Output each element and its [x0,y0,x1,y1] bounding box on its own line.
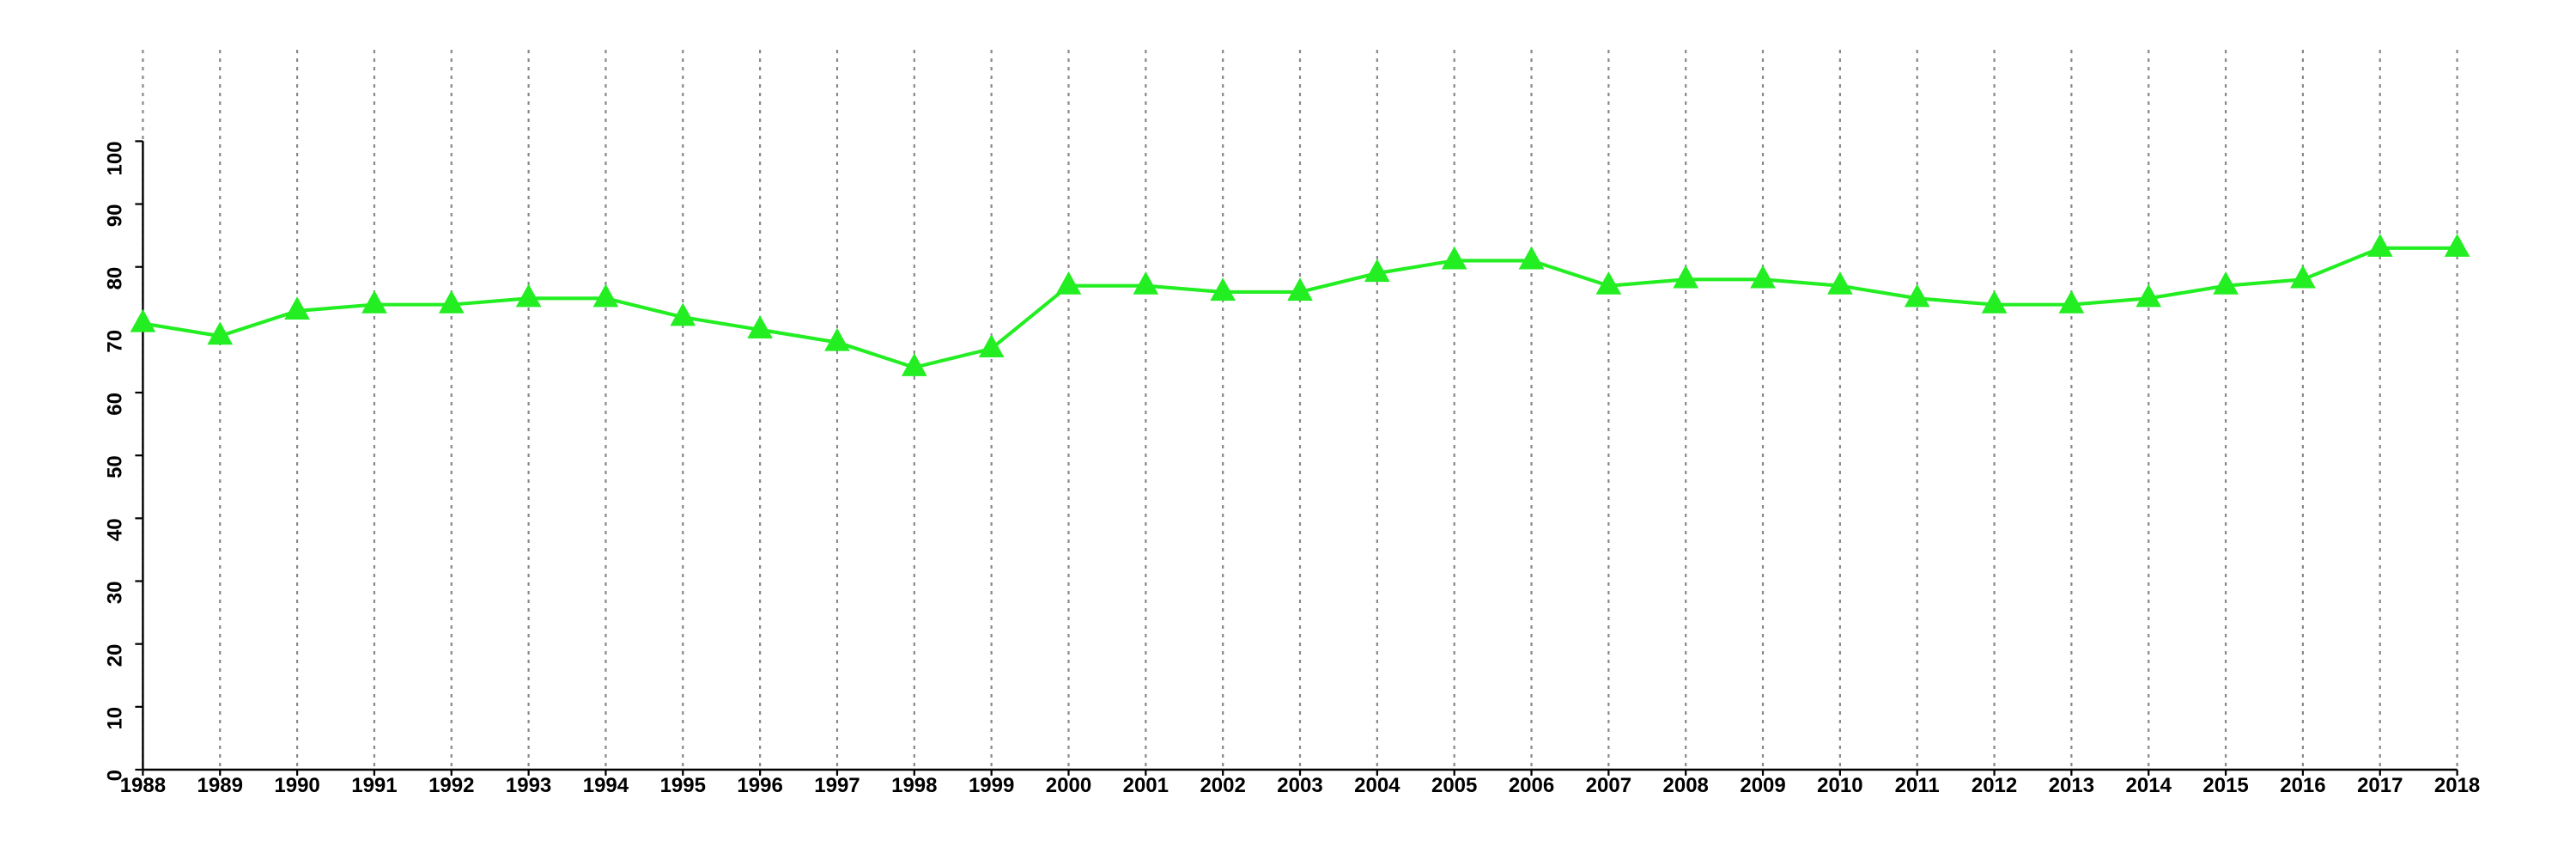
svg-text:2005: 2005 [1431,774,1477,797]
svg-text:2002: 2002 [1200,774,1245,797]
svg-text:2001: 2001 [1123,774,1169,797]
svg-text:1997: 1997 [814,774,860,797]
svg-text:2010: 2010 [1817,774,1862,797]
svg-text:2003: 2003 [1277,774,1322,797]
svg-text:1990: 1990 [274,774,319,797]
svg-text:1989: 1989 [197,774,243,797]
svg-text:1998: 1998 [891,774,937,797]
svg-text:2011: 2011 [1895,774,1940,797]
svg-text:50: 50 [103,455,126,478]
svg-text:2015: 2015 [2202,774,2248,797]
svg-text:2013: 2013 [2049,774,2094,797]
svg-text:1995: 1995 [660,774,706,797]
svg-text:1988: 1988 [120,774,166,797]
svg-text:80: 80 [103,267,126,290]
svg-text:60: 60 [103,393,126,416]
svg-text:30: 30 [103,582,126,605]
svg-text:2014: 2014 [2126,774,2172,797]
svg-text:1994: 1994 [583,774,629,797]
svg-text:1999: 1999 [969,774,1014,797]
svg-text:70: 70 [103,330,126,353]
svg-text:1992: 1992 [428,774,474,797]
svg-text:2004: 2004 [1354,774,1400,797]
svg-text:20: 20 [103,644,126,667]
svg-text:2006: 2006 [1509,774,1554,797]
svg-text:10: 10 [103,707,126,730]
svg-text:2016: 2016 [2280,774,2325,797]
svg-text:100: 100 [103,141,126,175]
svg-text:2008: 2008 [1663,774,1709,797]
svg-text:1996: 1996 [737,774,782,797]
svg-text:2012: 2012 [1971,774,2017,797]
svg-text:2007: 2007 [1586,774,1631,797]
svg-text:2017: 2017 [2357,774,2403,797]
svg-text:2018: 2018 [2434,774,2480,797]
svg-text:1991: 1991 [351,774,397,797]
svg-text:90: 90 [103,204,126,228]
svg-text:40: 40 [103,518,126,541]
svg-text:2009: 2009 [1740,774,1785,797]
svg-text:1993: 1993 [506,774,551,797]
svg-text:2000: 2000 [1046,774,1091,797]
